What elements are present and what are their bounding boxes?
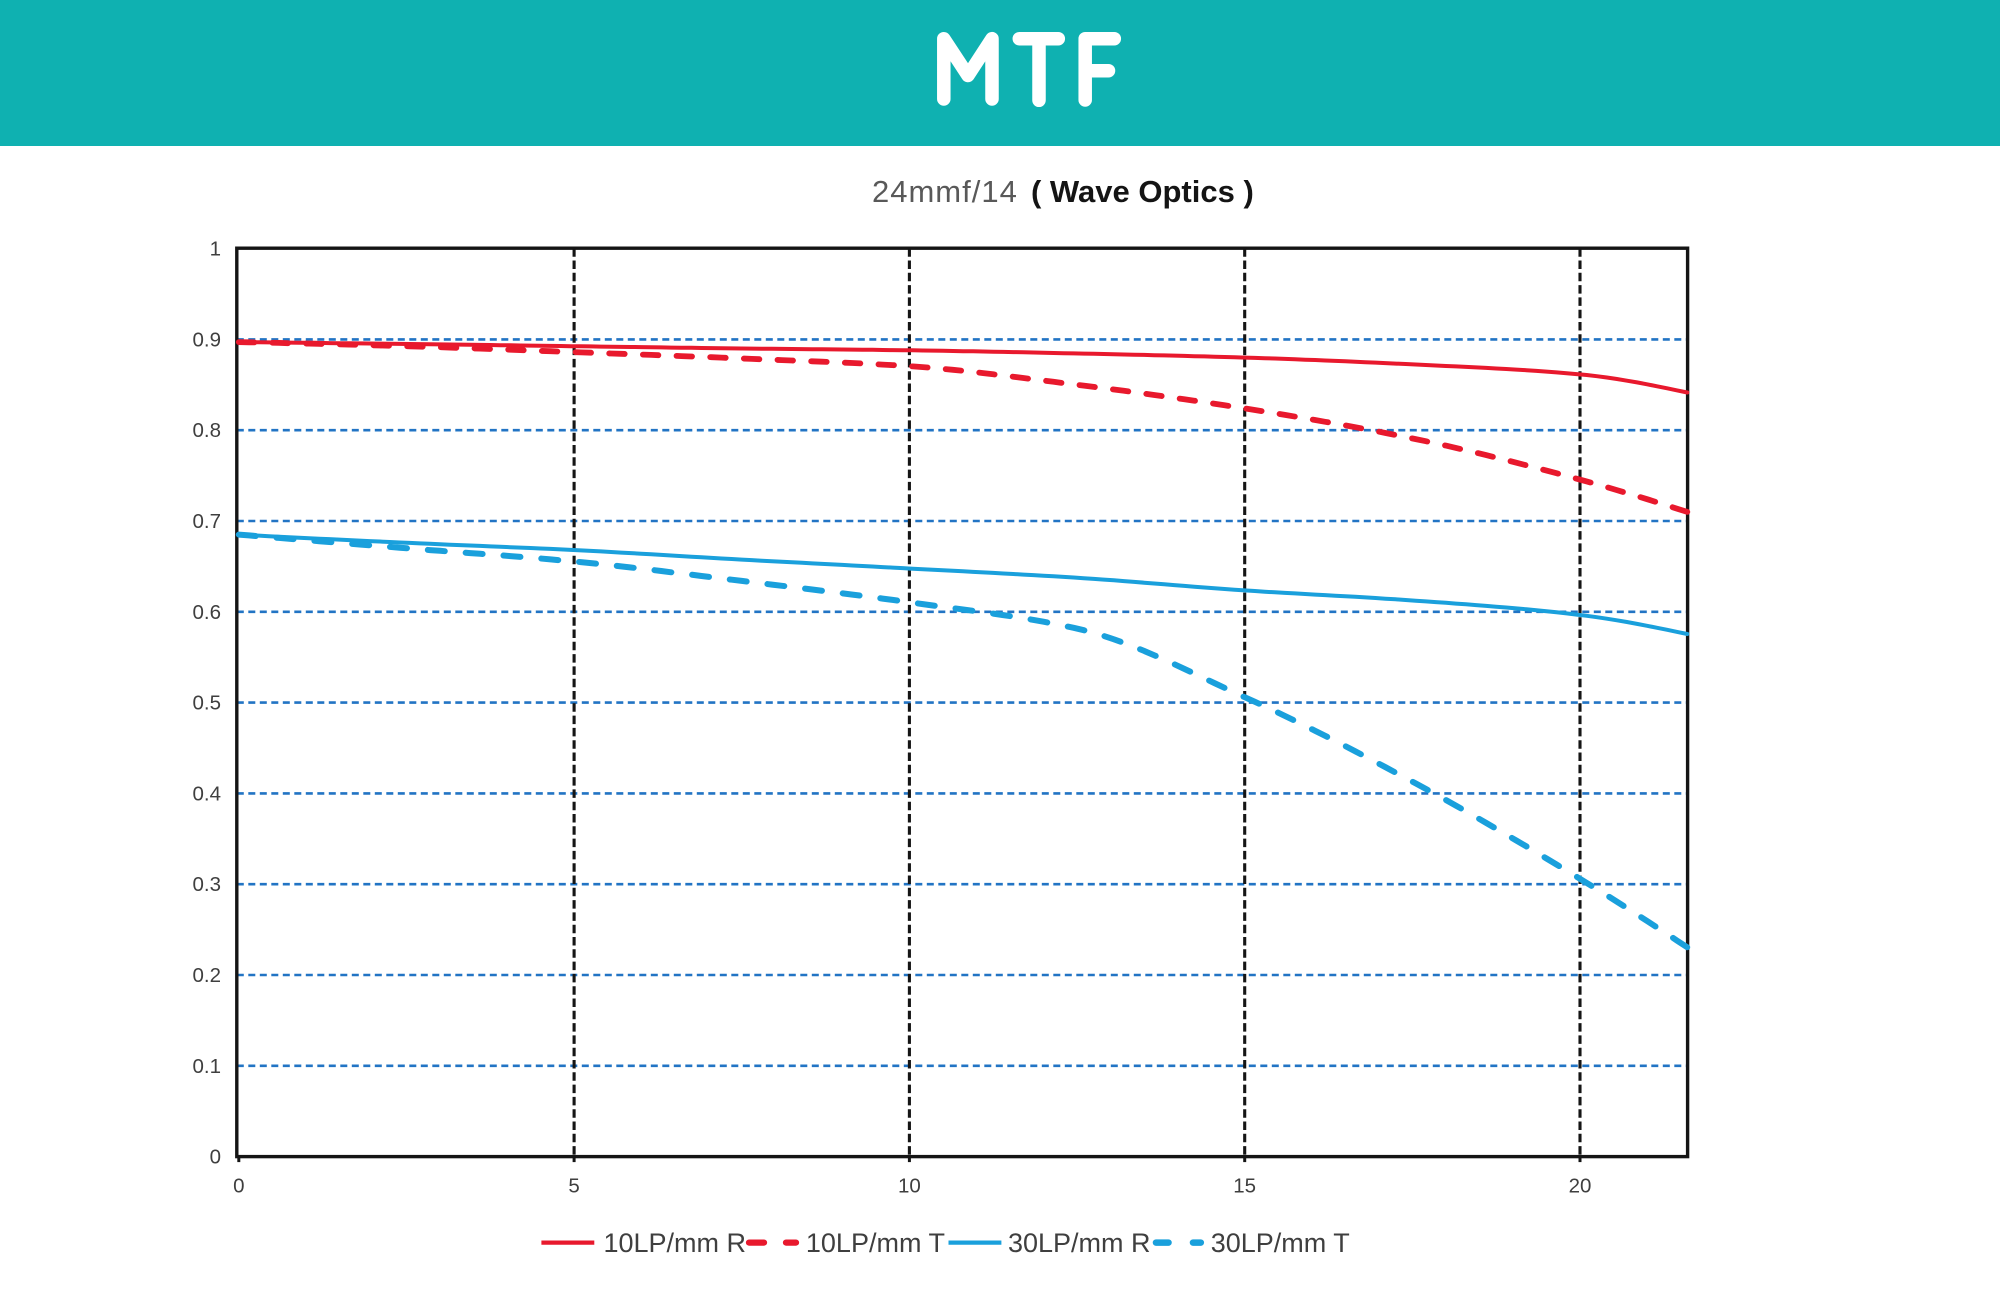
svg-text:5: 5 <box>568 1175 579 1198</box>
svg-text:0.2: 0.2 <box>193 964 222 987</box>
svg-text:15: 15 <box>1233 1175 1256 1198</box>
svg-text:0.5: 0.5 <box>193 692 222 715</box>
svg-text:( Wave Optics ): ( Wave Optics ) <box>1031 174 1254 209</box>
svg-text:30LP/mm T: 30LP/mm T <box>1211 1228 1350 1258</box>
svg-text:0: 0 <box>210 1146 221 1169</box>
svg-text:20: 20 <box>1569 1175 1592 1198</box>
svg-text:0.8: 0.8 <box>193 419 222 442</box>
svg-text:0.9: 0.9 <box>193 328 222 351</box>
svg-text:10LP/mm R: 10LP/mm R <box>604 1228 747 1258</box>
svg-text:1: 1 <box>210 238 221 261</box>
svg-text:30LP/mm R: 30LP/mm R <box>1008 1228 1151 1258</box>
svg-text:0.1: 0.1 <box>193 1055 222 1078</box>
svg-text:10LP/mm T: 10LP/mm T <box>806 1228 945 1258</box>
svg-text:0.4: 0.4 <box>193 782 222 805</box>
svg-text:0: 0 <box>233 1175 244 1198</box>
svg-text:10: 10 <box>898 1175 921 1198</box>
svg-text:0.3: 0.3 <box>193 873 222 896</box>
svg-text:24mmf/14: 24mmf/14 <box>872 174 1018 209</box>
svg-text:0.6: 0.6 <box>193 601 222 624</box>
svg-text:0.7: 0.7 <box>193 510 222 533</box>
